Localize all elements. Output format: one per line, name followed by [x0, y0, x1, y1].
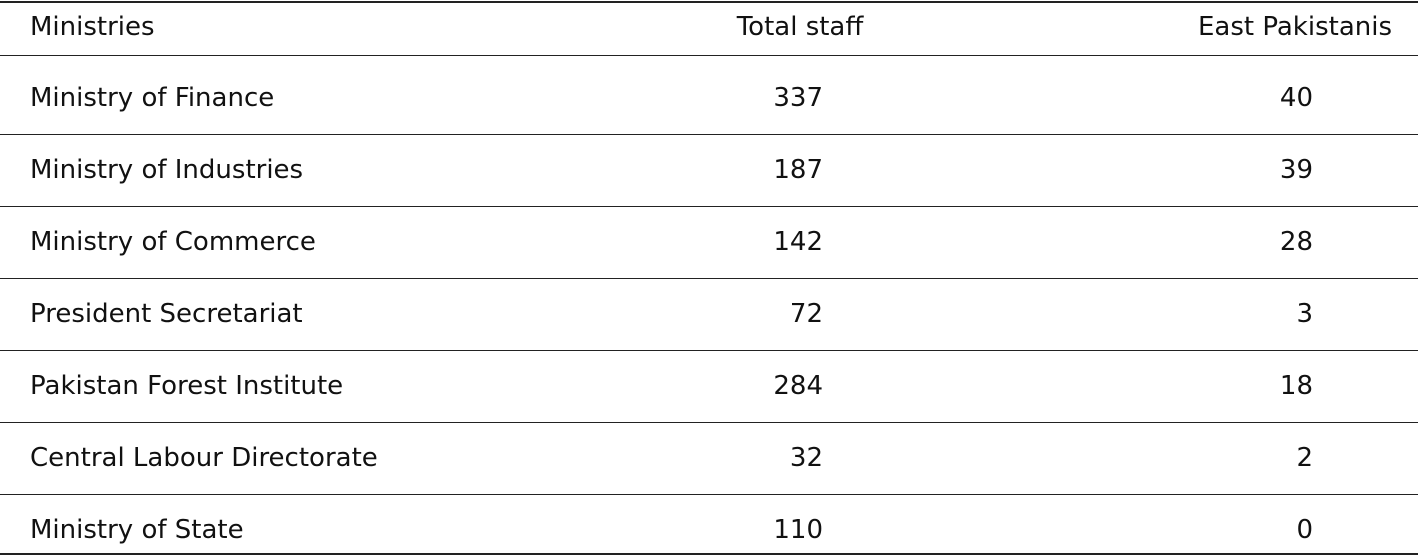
ministry-cell: Pakistan Forest Institute: [30, 371, 344, 401]
total-staff-cell: 110: [773, 515, 823, 545]
row-rule: [0, 134, 1418, 135]
total-staff-cell: 142: [773, 227, 823, 257]
row-rule: [0, 206, 1418, 207]
header-rule: [0, 55, 1418, 56]
header-cell: Total staff: [736, 12, 864, 42]
row-rule: [0, 422, 1418, 423]
east-pakistanis-cell: 28: [1279, 227, 1313, 257]
bottom-rule: [0, 553, 1418, 555]
ministry-cell: Ministry of Industries: [30, 155, 304, 185]
east-pakistanis-cell: 40: [1279, 83, 1313, 113]
total-staff-cell: 284: [773, 371, 823, 401]
row-rule: [0, 350, 1418, 351]
ministry-cell: Ministry of State: [30, 515, 244, 545]
row-rule: [0, 494, 1418, 495]
ministry-cell: Central Labour Directorate: [30, 443, 378, 473]
header-cell: East Pakistanis: [1197, 12, 1392, 42]
header-cell: Ministries: [30, 12, 155, 42]
ministry-cell: President Secretariat: [30, 299, 303, 329]
total-staff-cell: 32: [789, 443, 823, 473]
total-staff-cell: 72: [789, 299, 823, 329]
east-pakistanis-cell: 0: [1296, 515, 1313, 545]
ministry-cell: Ministry of Finance: [30, 83, 275, 113]
east-pakistanis-cell: 2: [1296, 443, 1313, 473]
top-rule: [0, 1, 1418, 3]
total-staff-cell: 337: [773, 83, 823, 113]
row-rule: [0, 278, 1418, 279]
ministry-cell: Ministry of Commerce: [30, 227, 316, 257]
east-pakistanis-cell: 18: [1279, 371, 1313, 401]
total-staff-cell: 187: [773, 155, 823, 185]
east-pakistanis-cell: 39: [1279, 155, 1313, 185]
east-pakistanis-cell: 3: [1296, 299, 1313, 329]
